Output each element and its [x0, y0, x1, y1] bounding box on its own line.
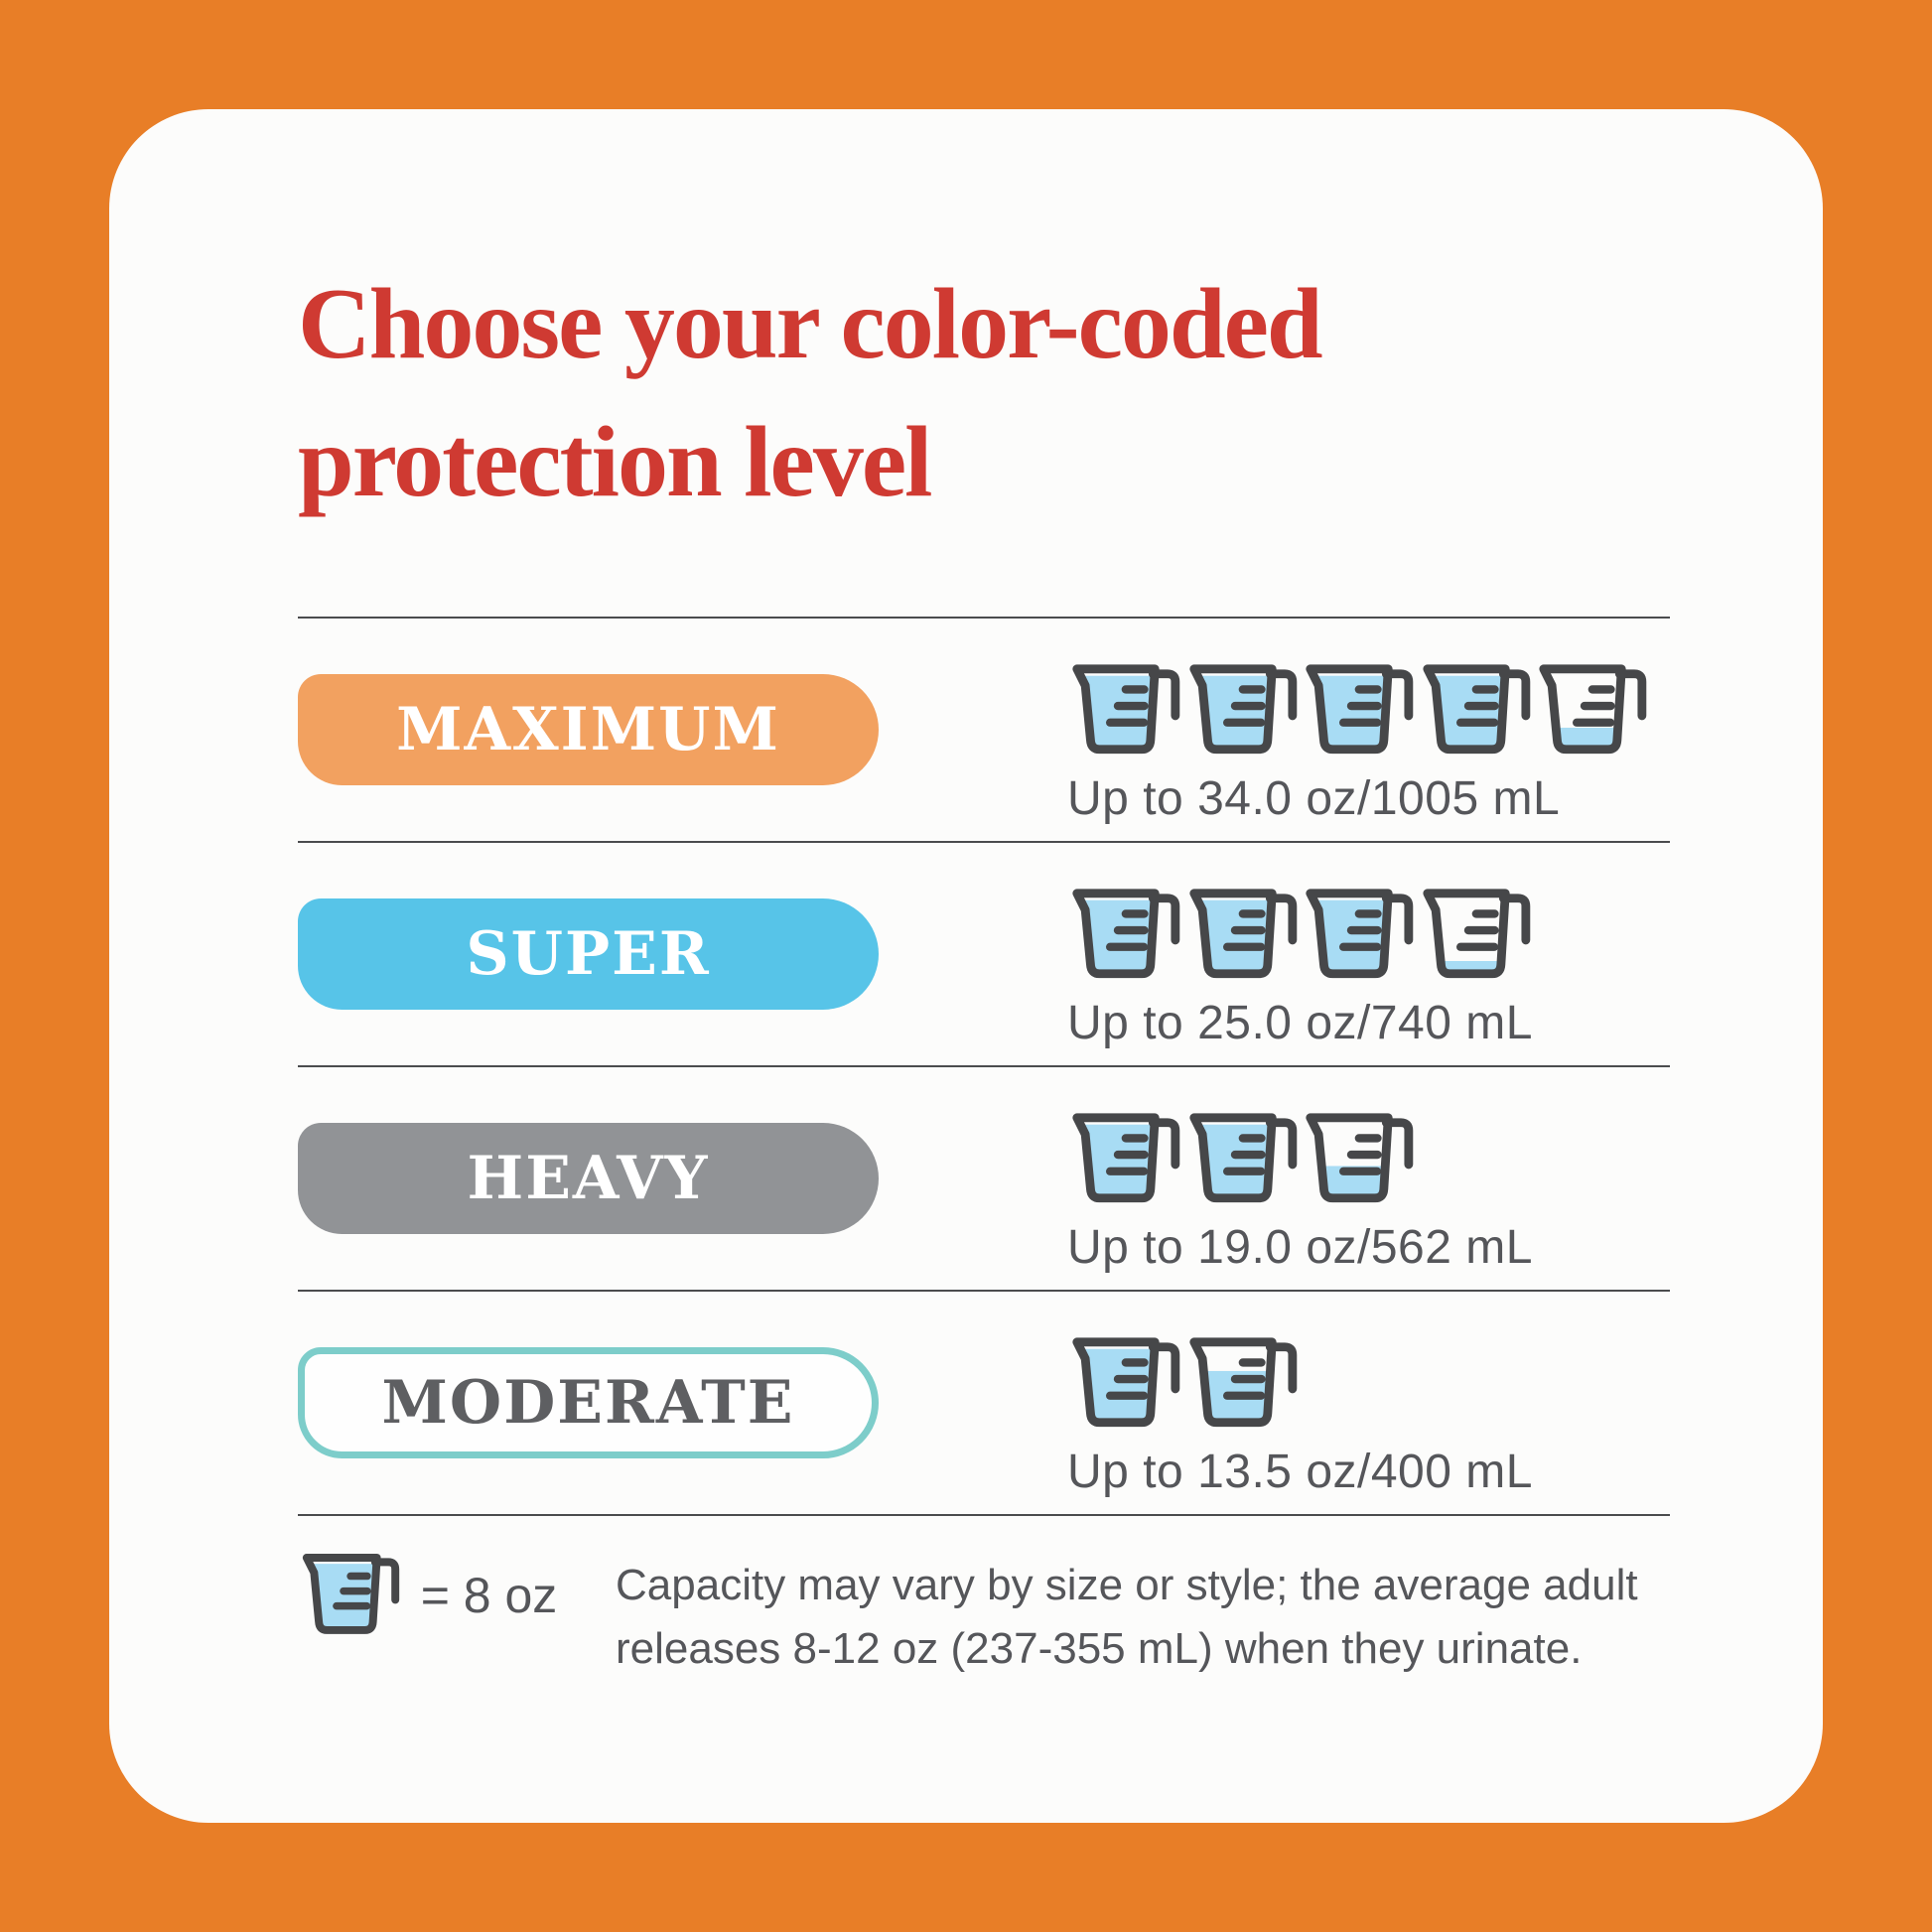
maximum-caption: Up to 34.0 oz/1005 mL [1067, 772, 1561, 826]
heavy-level-pill: HEAVY [298, 1123, 879, 1235]
row-maximum: MAXIMUM Up to 34.0 oz/1005 mL [298, 619, 1670, 841]
divider [298, 1514, 1670, 1517]
protection-level-table: MAXIMUM Up to 34.0 oz/1005 mL SUPER Up t… [298, 617, 1670, 1680]
maximum-level-pill: MAXIMUM [298, 674, 879, 786]
measuring-cup-icon [1306, 664, 1414, 755]
heavy-label: HEAVY [467, 1144, 710, 1214]
maximum-capacity: Up to 34.0 oz/1005 mL [1067, 619, 1651, 826]
measuring-cup-icon [1423, 664, 1531, 755]
heavy-cup-icons [1067, 1109, 1533, 1210]
measuring-cup-icon [1539, 664, 1647, 755]
super-caption: Up to 25.0 oz/740 mL [1067, 997, 1533, 1050]
legend-label: = 8 oz [420, 1568, 558, 1624]
row-moderate: MODERATE Up to 13.5 oz/400 mL [298, 1292, 1670, 1514]
moderate-capacity: Up to 13.5 oz/400 mL [1067, 1292, 1533, 1499]
measuring-cup-icon [1423, 889, 1531, 979]
page-title: Choose your color-coded protection level [298, 256, 1670, 531]
card-content: Choose your color-coded protection level… [298, 109, 1670, 1680]
disclaimer-line-2: releases 8-12 oz (237-355 mL) when they … [616, 1623, 1583, 1673]
capacity-disclaimer: Capacity may vary by size or style; the … [616, 1554, 1638, 1680]
divider [298, 617, 1670, 620]
moderate-level-pill: MODERATE [298, 1347, 879, 1459]
measuring-cup-icon [1306, 889, 1414, 979]
measuring-cup-icon [1306, 1113, 1414, 1203]
title-line-1: Choose your color-coded [298, 268, 1323, 380]
divider [298, 1290, 1670, 1293]
legend-cup-icon [298, 1550, 407, 1641]
measuring-cup-icon [1189, 1337, 1297, 1428]
divider [298, 1065, 1670, 1068]
title-line-2: protection level [298, 405, 932, 518]
maximum-cup-icons [1067, 660, 1651, 761]
measuring-cup-icon [1189, 664, 1297, 755]
super-label: SUPER [466, 919, 711, 990]
footer: = 8 oz Capacity may vary by size or styl… [298, 1550, 1670, 1680]
measuring-cup-icon [1072, 1337, 1180, 1428]
moderate-label: MODERATE [381, 1368, 795, 1439]
measuring-cup-icon [1072, 664, 1180, 755]
super-cup-icons [1067, 885, 1534, 986]
row-heavy: HEAVY Up to 19.0 oz/562 mL [298, 1067, 1670, 1290]
moderate-cup-icons [1067, 1333, 1533, 1435]
measuring-cup-icon [1189, 1113, 1297, 1203]
measuring-cup-icon [1072, 889, 1180, 979]
disclaimer-line-1: Capacity may vary by size or style; the … [616, 1561, 1638, 1610]
super-level-pill: SUPER [298, 898, 879, 1011]
maximum-label: MAXIMUM [396, 695, 780, 765]
row-super: SUPER Up to 25.0 oz/740 mL [298, 843, 1670, 1065]
moderate-caption: Up to 13.5 oz/400 mL [1067, 1446, 1533, 1499]
cup-legend: = 8 oz [298, 1550, 616, 1641]
super-capacity: Up to 25.0 oz/740 mL [1067, 843, 1534, 1050]
divider [298, 841, 1670, 844]
measuring-cup-icon [1072, 1113, 1180, 1203]
heavy-capacity: Up to 19.0 oz/562 mL [1067, 1067, 1533, 1275]
info-card: Choose your color-coded protection level… [109, 109, 1823, 1823]
heavy-caption: Up to 19.0 oz/562 mL [1067, 1221, 1533, 1275]
measuring-cup-icon [302, 1554, 400, 1635]
measuring-cup-icon [1189, 889, 1297, 979]
